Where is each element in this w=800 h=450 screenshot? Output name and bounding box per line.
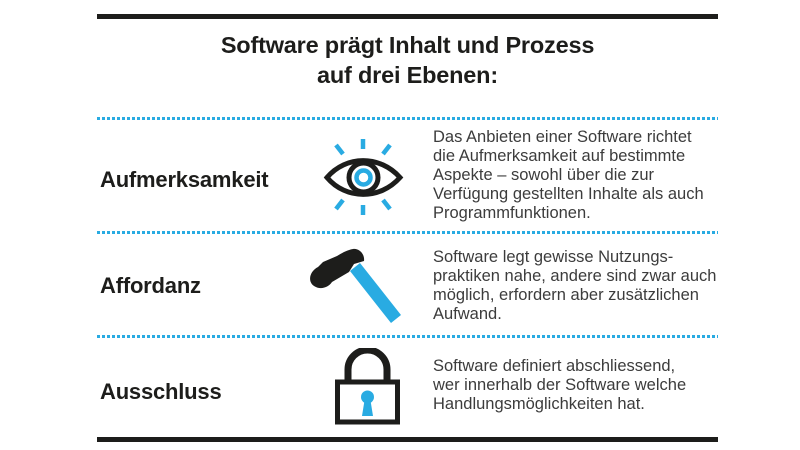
title-line-1: Software prägt Inhalt und Prozess (220, 32, 595, 58)
row-divider-3 (97, 335, 718, 338)
row-description-ausschluss: Software definiert abschliessend, wer in… (433, 357, 687, 413)
top-rule (97, 14, 718, 19)
row-divider-1 (97, 117, 718, 120)
hammer-icon (306, 245, 402, 325)
row-label-ausschluss: Ausschluss (100, 379, 222, 404)
title-line-2: auf drei Ebenen: (317, 62, 498, 88)
bottom-rule (97, 437, 718, 442)
row-divider-2 (97, 231, 718, 234)
row-label-aufmerksamkeit: Aufmerksamkeit (100, 167, 269, 192)
row-description-aufmerksamkeit: Das Anbieten einer Software richtet die … (433, 128, 704, 222)
lock-icon (335, 348, 400, 425)
eye-icon (320, 138, 408, 216)
page-title: Software prägt Inhalt und Prozess auf dr… (97, 30, 718, 90)
row-label-affordanz: Affordanz (100, 273, 201, 298)
row-description-affordanz: Software legt gewisse Nutzungs- praktike… (433, 248, 717, 323)
